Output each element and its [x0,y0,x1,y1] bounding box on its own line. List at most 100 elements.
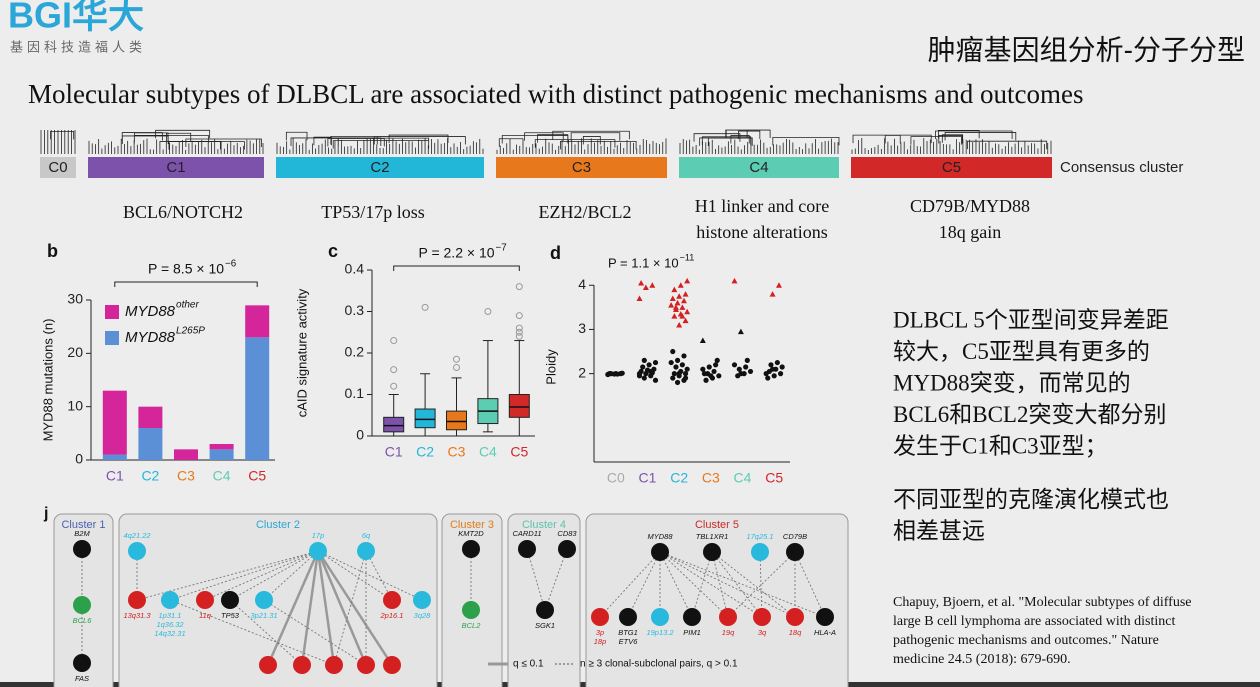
y-tick-label: 20 [67,344,83,360]
node-label: CARD11 [512,529,541,538]
edge [263,550,319,601]
point [668,302,675,308]
node [753,608,771,626]
annotation: P = 2.2 × 10 [418,245,494,261]
point [684,277,691,284]
point [777,371,784,377]
annotation: P = 1.1 × 10 [608,255,679,270]
legend-label: MYD88 [125,303,176,320]
edge [711,551,763,618]
node [683,608,701,626]
bar-segment [245,337,270,460]
outlier [390,337,398,345]
point [670,375,676,381]
node [786,608,804,626]
node-label: 13q31.3 [123,611,151,620]
x-tick-label: C4 [479,444,497,460]
point [641,357,647,363]
x-tick-label: C3 [702,470,720,486]
point [682,371,689,377]
outlier [390,366,398,374]
node [128,542,146,560]
point [774,359,780,366]
edge [365,550,393,601]
edge [711,551,796,618]
cluster-label: C3 [572,159,591,176]
cluster-bar [851,157,1052,178]
outlier [484,308,492,315]
edge [317,550,393,601]
node-label: KMT2D [458,529,484,538]
node [703,543,721,561]
point [744,357,750,363]
edge [266,550,320,666]
edge [169,550,319,601]
note-line: DLBCL 5个亚型间变异差距 [893,307,1169,332]
node [128,591,146,609]
outlier [515,312,523,320]
node-label: 14q32.31 [154,629,185,638]
point [672,304,679,310]
node [462,601,480,619]
significance-bracket [393,265,520,271]
node [536,601,554,619]
point [700,366,706,372]
node-label: 2p16.1 [380,611,404,620]
panel-letter: c [328,241,338,261]
panel-letter: d [550,243,561,263]
citation-line: large B cell lymphoma are associated wit… [893,614,1175,629]
edge [300,550,320,666]
citation-line: Chapuy, Bjoern, et al. "Molecular subtyp… [893,595,1191,610]
edge [316,550,394,666]
point [671,313,678,319]
node-label: CD83 [557,529,577,538]
point [642,284,649,290]
point [714,357,720,363]
node [293,656,311,674]
bar-segment [245,305,270,338]
cluster-title: Cluster 5 [695,519,739,531]
cluster-title: Cluster 4 [522,519,566,531]
node-label: BCL2 [462,621,482,630]
node-label: 3p21.31 [250,611,277,620]
node [786,543,804,561]
node [751,543,769,561]
node [161,591,179,609]
point [636,295,643,302]
dendrogram [88,129,264,154]
topic: 肿瘤基因组分析-分子分型 [928,34,1245,65]
cluster-title: Cluster 3 [450,519,494,531]
edge [711,551,729,618]
citation-line: pathogenic mechanisms and outcomes." Nat… [893,633,1159,648]
node [383,656,401,674]
point [608,371,614,377]
point [638,280,645,286]
edge [599,551,661,618]
box [508,394,530,418]
legend-swatch [105,331,119,345]
edge [659,551,796,618]
point [676,371,682,377]
node [73,654,91,672]
point [638,368,644,375]
edge [229,550,319,601]
cluster-box [585,513,849,687]
point [682,317,689,324]
point [699,337,706,343]
subtype-label: histone alterations [696,222,827,242]
point [652,377,659,383]
node-label: ETV6 [619,637,639,646]
edge [659,551,693,618]
node-label: 11q [199,611,212,620]
point [771,373,777,379]
note-line: 相差甚远 [893,518,985,543]
note-line: 较大，C5亚型具有更多的 [893,339,1150,364]
x-tick-label: C3 [448,444,466,460]
point [775,282,782,288]
cluster-label: C5 [942,159,961,176]
point [646,362,652,368]
node [816,608,834,626]
point [763,371,769,377]
node [619,608,637,626]
